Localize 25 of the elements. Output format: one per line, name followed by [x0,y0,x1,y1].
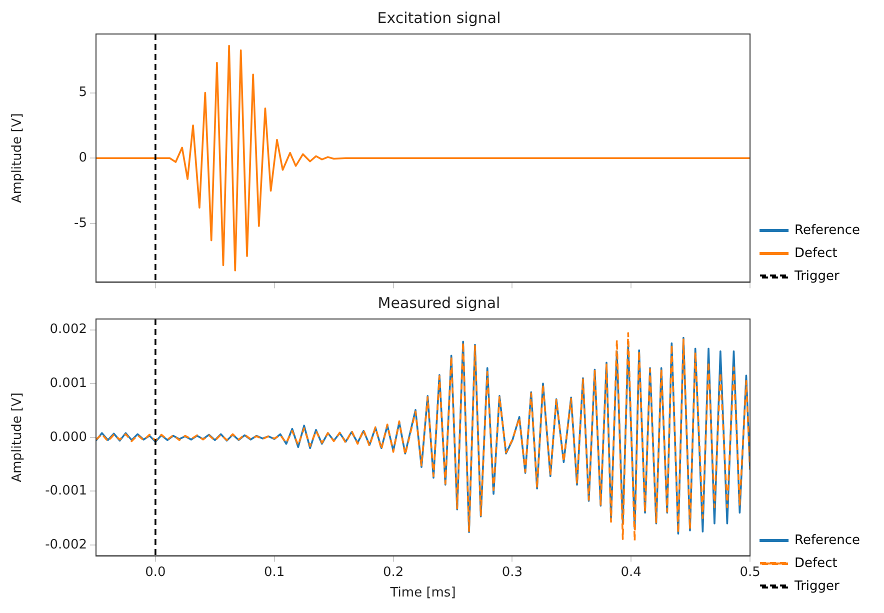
x-tick-label: 0.0 [145,564,166,580]
x-tick-label: 0.1 [264,564,285,580]
y-tick-label: 0.001 [50,376,87,391]
y-tick-label: 5 [78,85,87,100]
y-tick-label: 0 [78,150,87,166]
y-axis-title: Amplitude [V] [10,113,26,203]
x-axis-title: Time [ms] [389,586,456,601]
legend-label: Reference [794,532,860,548]
legend-label: Defect [794,246,838,261]
legend-label: Reference [794,222,860,238]
y-tick-label: 0.002 [50,322,87,338]
ref-line-label: Trigger [794,268,840,284]
chart-title: Measured signal [378,294,500,312]
y-tick-label: 0.000 [50,430,87,445]
legend-label: Trigger [794,578,840,594]
x-tick-label: 0.3 [502,564,523,580]
x-tick-label: 0.2 [382,564,404,580]
chart-title: Excitation signal [377,8,501,27]
y-tick-label: -0.001 [45,484,87,499]
x-tick-label: 0.5 [740,564,760,580]
x-tick-label: 0.4 [620,564,642,580]
y-axis-title: Amplitude [V] [10,392,26,482]
y-tick-label: -0.002 [45,537,87,552]
y-tick-label: -5 [74,216,87,231]
legend-label: Defect [794,556,838,571]
